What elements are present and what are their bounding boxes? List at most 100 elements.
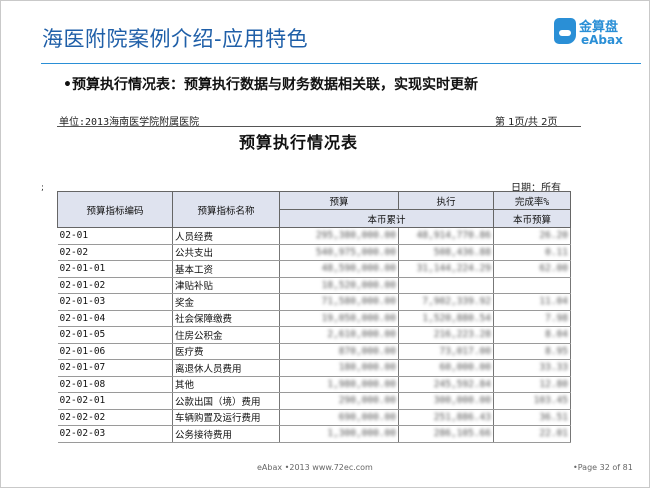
cell-rate: 103.45: [493, 392, 571, 410]
cell-exec: 251,886.43: [398, 409, 494, 426]
cell-code: 02-01-08: [57, 376, 173, 393]
page-number: •Page 32 of 81: [573, 463, 633, 472]
table-row: 02-01-05 住房公积金 2,610,000.00 216,223.28 8.04: [57, 326, 571, 344]
table-row: 02-01-02 津贴补贴 18,520,000.00: [57, 277, 571, 294]
cell-name: 公款出国（境）费用: [172, 392, 280, 410]
cell-name: 其他: [172, 376, 280, 393]
cell-name: 津贴补贴: [172, 277, 280, 294]
cell-rate: 8.04: [493, 326, 571, 344]
cell-rate: 33.33: [493, 359, 571, 377]
table-body: 02-01 人员经费 295,380,000.00 48,914,770.86 26.2…: [57, 227, 571, 443]
cell-code: 02-02-01: [57, 392, 173, 410]
header-rate: 完成率%: [493, 191, 571, 210]
cell-name: 奖金: [172, 293, 280, 311]
cell-rate: 62.00: [493, 260, 571, 278]
cell-exec: 216,223.28: [398, 326, 494, 344]
header-code: 预算指标编码: [57, 191, 173, 228]
table-row: 02-02-02 车辆购置及运行费用 690,000.00 251,886.43 36.…: [57, 409, 571, 426]
cell-rate: 26.20: [493, 227, 571, 245]
cell-budget: 180,000.00: [279, 359, 399, 377]
cell-exec: 300,000.00: [398, 392, 494, 410]
cell-code: 02-01-05: [57, 326, 173, 344]
cell-name: 社会保障缴费: [172, 310, 280, 327]
cell-exec: 31,144,224.29: [398, 260, 494, 278]
cell-budget: 48,590,000.00: [279, 260, 399, 278]
cell-code: 02-02-03: [57, 425, 173, 443]
cell-name: 车辆购置及运行费用: [172, 409, 280, 426]
cell-code: 02-01-01: [57, 260, 173, 278]
cell-budget: 870,000.00: [279, 343, 399, 360]
table-row: 02-01-03 奖金 71,580,000.00 7,902,339.92 11.04: [57, 293, 571, 311]
cell-code: 02-02: [57, 244, 173, 261]
cell-exec: 60,000.00: [398, 359, 494, 377]
cell-code: 02-01-03: [57, 293, 173, 311]
cell-rate: 11.04: [493, 293, 571, 311]
report-date: 日期：所有: [511, 183, 561, 194]
cell-budget: 690,000.00: [279, 409, 399, 426]
budget-table: 预算指标编码 预算指标名称 预算 执行 完成率% 本币累计 本币预算 02-01…: [57, 191, 571, 443]
cell-name: 住房公积金: [172, 326, 280, 344]
cell-code: 02-01-07: [57, 359, 173, 377]
cell-exec: 286,105.66: [398, 425, 494, 443]
header-exec: 执行: [398, 191, 494, 210]
cell-budget: 71,580,000.00: [279, 293, 399, 311]
cell-budget: 2,610,000.00: [279, 326, 399, 344]
table-row: 02-01-08 其他 1,980,000.00 245,592.84 12.80: [57, 376, 571, 393]
cell-code: 02-01-06: [57, 343, 173, 360]
cell-exec: 508,436.88: [398, 244, 494, 261]
table-row: 02-01-01 基本工资 48,590,000.00 31,144,224.29 62…: [57, 260, 571, 278]
cell-name: 人员经费: [172, 227, 280, 245]
cell-code: 02-02-02: [57, 409, 173, 426]
cell-name: 离退休人员费用: [172, 359, 280, 377]
cell-rate: 7.98: [493, 310, 571, 327]
table-row: 02-02-03 公务接待费用 1,300,000.00 286,105.66 22.0…: [57, 425, 571, 443]
cell-exec: [398, 277, 494, 294]
cell-rate: 12.80: [493, 376, 571, 393]
title-divider: [41, 63, 641, 64]
table-row: 02-02 公共支出 540,975,000.00 508,436.88 0.11: [57, 244, 571, 261]
table-row: 02-01-07 离退休人员费用 180,000.00 60,000.00 33.33: [57, 359, 571, 377]
cell-rate: 22.01: [493, 425, 571, 443]
header-rate-sub: 本币预算: [493, 209, 571, 228]
cell-name: 公共支出: [172, 244, 280, 261]
report-page: 第 1页/共 2页: [495, 117, 558, 128]
cell-rate: 0.11: [493, 244, 571, 261]
table-row: 02-01-06 医疗费 870,000.00 73,017.00 8.95: [57, 343, 571, 360]
abacus-logo-icon: [554, 18, 576, 44]
table-row: 02-01-04 社会保障缴费 19,050,000.00 1,520,880.54 7…: [57, 310, 571, 327]
cell-name: 基本工资: [172, 260, 280, 278]
footer: eAbax •2013 www.72ec.com: [257, 463, 373, 472]
cell-rate: 36.51: [493, 409, 571, 426]
cell-budget: 290,000.00: [279, 392, 399, 410]
cell-budget: 1,300,000.00: [279, 425, 399, 443]
cell-code: 02-01: [57, 227, 173, 245]
cell-exec: 48,914,770.86: [398, 227, 494, 245]
cell-rate: [493, 277, 571, 294]
cell-budget: 295,380,000.00: [279, 227, 399, 245]
header-period: 本币累计: [279, 209, 494, 228]
cell-budget: 18,520,000.00: [279, 277, 399, 294]
cell-exec: 1,520,880.54: [398, 310, 494, 327]
bullet-text: •预算执行情况表：预算执行数据与财务数据相关联，实现实时更新: [63, 77, 478, 93]
cell-exec: 245,592.84: [398, 376, 494, 393]
report-rule: [57, 126, 581, 127]
side-mark: ;: [41, 183, 45, 193]
header-name: 预算指标名称: [172, 191, 280, 228]
report-title: 预算执行情况表: [239, 133, 359, 152]
cell-code: 02-01-02: [57, 277, 173, 294]
header-budget: 预算: [279, 191, 399, 210]
logo-en-text: eAbax: [581, 33, 623, 47]
report-unit: 单位:2013海南医学院附属医院: [59, 117, 200, 128]
table-row: 02-02-01 公款出国（境）费用 290,000.00 300,000.00 103…: [57, 392, 571, 410]
table-row: 02-01 人员经费 295,380,000.00 48,914,770.86 26.2…: [57, 227, 571, 245]
cell-rate: 8.95: [493, 343, 571, 360]
cell-exec: 7,902,339.92: [398, 293, 494, 311]
cell-name: 公务接待费用: [172, 425, 280, 443]
slide-title: 海医附院案例介绍-应用特色: [42, 27, 309, 51]
eabax-logo: 金算盘 eAbax: [554, 16, 634, 52]
cell-budget: 1,980,000.00: [279, 376, 399, 393]
logo-cn-text: 金算盘: [579, 20, 619, 35]
cell-budget: 540,975,000.00: [279, 244, 399, 261]
cell-code: 02-01-04: [57, 310, 173, 327]
